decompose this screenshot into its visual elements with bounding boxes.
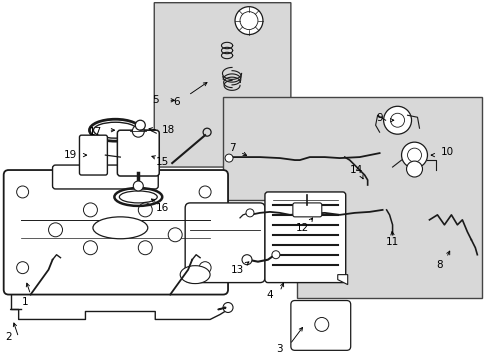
Circle shape	[401, 142, 427, 168]
Circle shape	[83, 203, 97, 217]
Text: 6: 6	[173, 97, 179, 107]
FancyBboxPatch shape	[80, 135, 107, 175]
Polygon shape	[337, 275, 347, 285]
Circle shape	[17, 262, 29, 274]
Text: 17: 17	[89, 127, 102, 137]
FancyBboxPatch shape	[117, 130, 159, 176]
FancyBboxPatch shape	[292, 203, 321, 217]
Circle shape	[383, 106, 411, 134]
Circle shape	[406, 161, 422, 177]
Text: 15: 15	[155, 157, 168, 167]
Ellipse shape	[93, 217, 147, 239]
Text: 10: 10	[440, 147, 453, 157]
Circle shape	[138, 203, 152, 217]
Text: 4: 4	[266, 289, 273, 300]
Circle shape	[199, 262, 211, 274]
Text: 19: 19	[64, 150, 77, 160]
Circle shape	[135, 120, 145, 130]
Circle shape	[83, 241, 97, 255]
Text: 11: 11	[385, 237, 398, 247]
Circle shape	[48, 223, 62, 237]
Ellipse shape	[180, 266, 210, 284]
Text: 3: 3	[276, 345, 283, 354]
Circle shape	[199, 186, 211, 198]
Text: 12: 12	[296, 223, 309, 233]
Text: 9: 9	[376, 113, 382, 123]
Circle shape	[271, 251, 279, 259]
Circle shape	[132, 125, 144, 137]
Text: 1: 1	[22, 297, 29, 306]
Circle shape	[138, 241, 152, 255]
Text: 5: 5	[152, 95, 158, 105]
Circle shape	[168, 228, 182, 242]
FancyBboxPatch shape	[185, 203, 264, 283]
Circle shape	[17, 186, 29, 198]
Text: 7: 7	[228, 143, 235, 153]
Circle shape	[245, 209, 253, 217]
Circle shape	[242, 255, 251, 265]
Polygon shape	[154, 3, 290, 167]
FancyBboxPatch shape	[290, 301, 350, 350]
FancyBboxPatch shape	[52, 165, 158, 189]
Circle shape	[224, 154, 233, 162]
Circle shape	[133, 181, 143, 191]
Text: 13: 13	[230, 265, 243, 275]
Polygon shape	[223, 97, 481, 298]
Circle shape	[223, 302, 233, 312]
Text: 16: 16	[155, 203, 168, 213]
Circle shape	[235, 7, 263, 35]
FancyBboxPatch shape	[4, 170, 227, 294]
Text: 18: 18	[161, 125, 175, 135]
Text: 14: 14	[349, 165, 363, 175]
Text: 8: 8	[435, 260, 442, 270]
FancyBboxPatch shape	[264, 192, 345, 283]
Text: 2: 2	[5, 332, 12, 342]
